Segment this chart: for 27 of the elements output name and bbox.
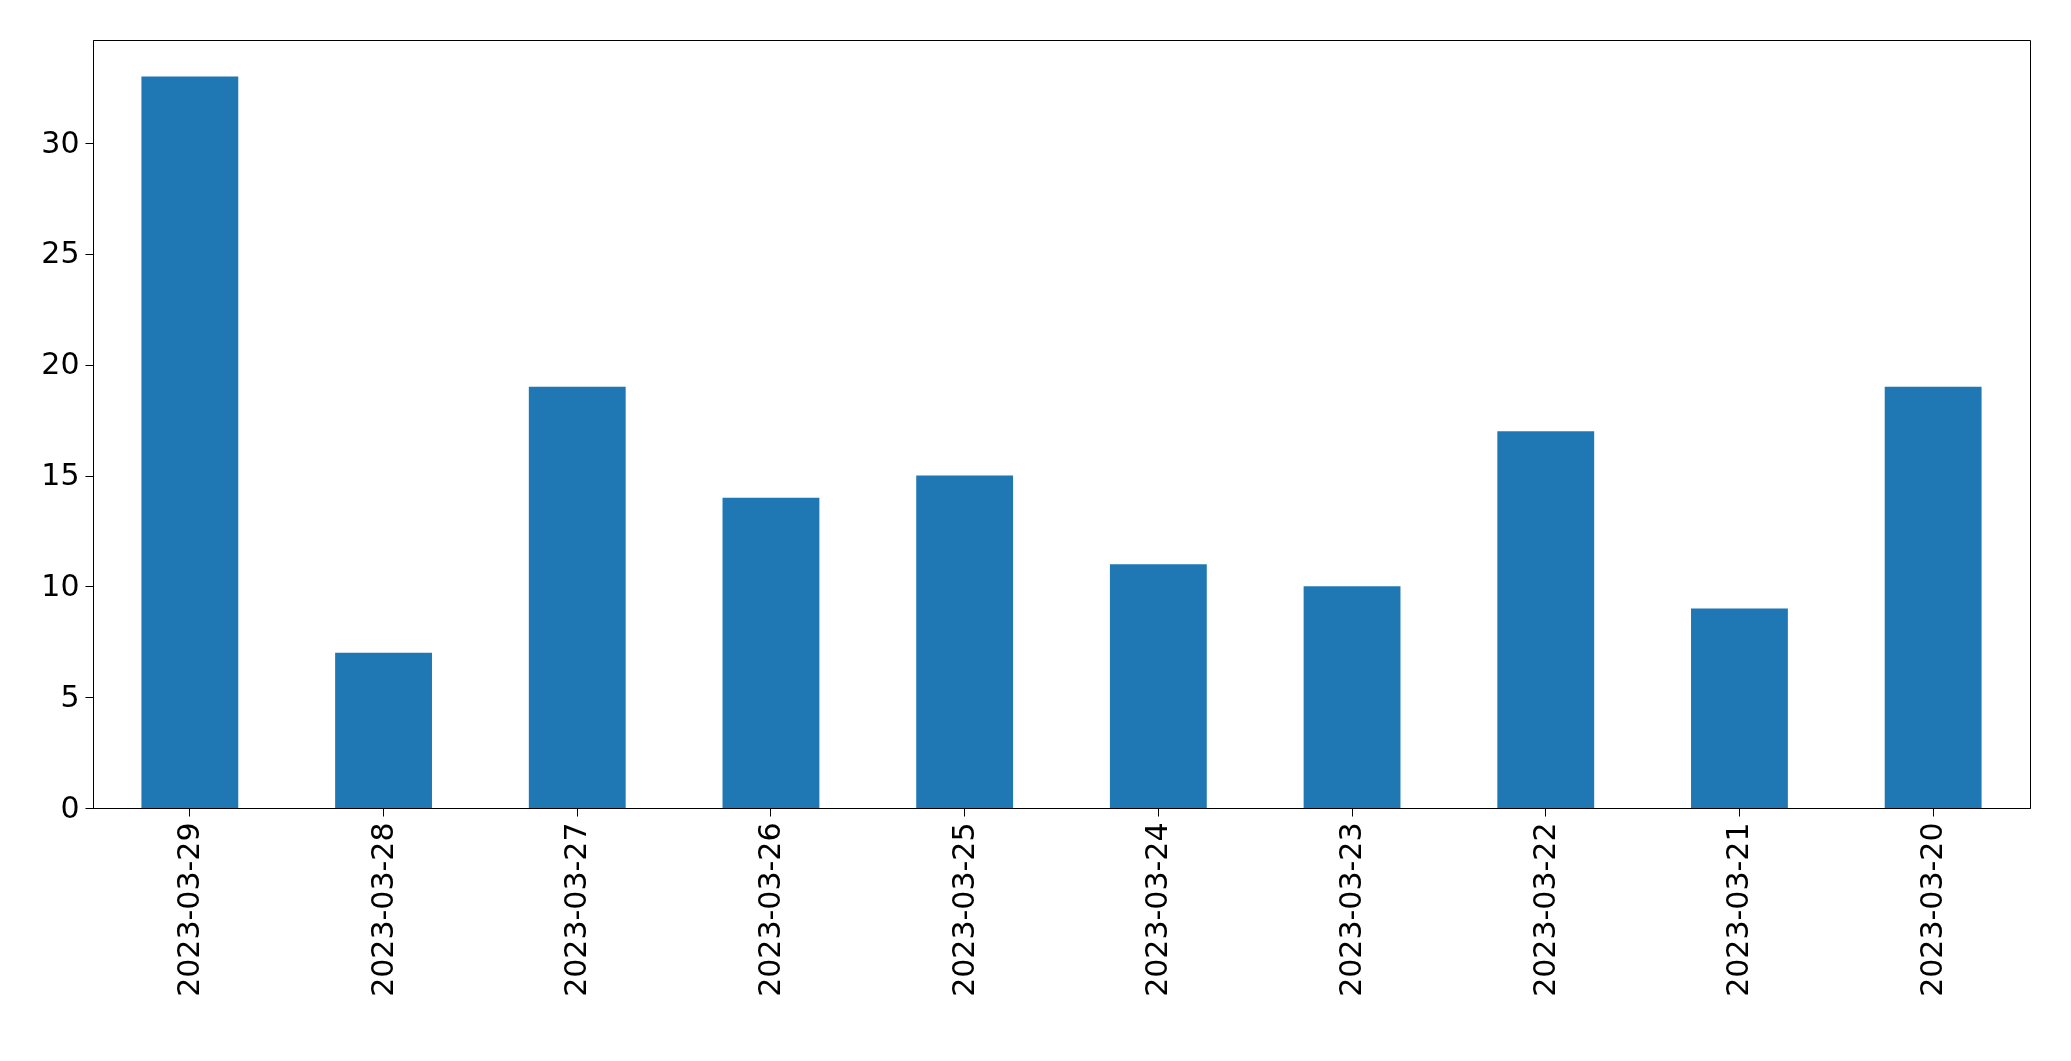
bar: [141, 76, 239, 808]
y-tick-label: 0: [60, 789, 80, 825]
x-tick-label: 2023-03-28: [364, 822, 400, 997]
bar: [1109, 564, 1207, 808]
bar: [1497, 431, 1595, 808]
x-tick-label: 2023-03-20: [1914, 822, 1950, 997]
y-tick-label: 10: [41, 567, 80, 603]
bar: [1303, 586, 1401, 808]
x-tick-label: 2023-03-24: [1139, 822, 1175, 997]
x-tick-label: 2023-03-27: [558, 822, 594, 997]
x-tick-label: 2023-03-29: [170, 822, 206, 997]
bar: [916, 475, 1014, 808]
x-tick-label: 2023-03-26: [751, 822, 787, 997]
x-tick-label: 2023-03-25: [945, 822, 981, 997]
x-tick-label: 2023-03-23: [1333, 822, 1369, 997]
x-tick-label: 2023-03-21: [1720, 822, 1756, 997]
x-tick-label: 2023-03-22: [1526, 822, 1562, 997]
y-tick-label: 20: [41, 346, 80, 382]
y-tick-label: 25: [41, 235, 80, 271]
y-tick-label: 15: [41, 457, 80, 493]
bar: [722, 497, 820, 808]
bar: [1884, 386, 1982, 808]
bar: [528, 386, 626, 808]
y-tick-label: 5: [60, 678, 80, 714]
bar: [1691, 608, 1788, 808]
y-tick-label: 30: [41, 124, 80, 160]
bar: [335, 652, 432, 808]
